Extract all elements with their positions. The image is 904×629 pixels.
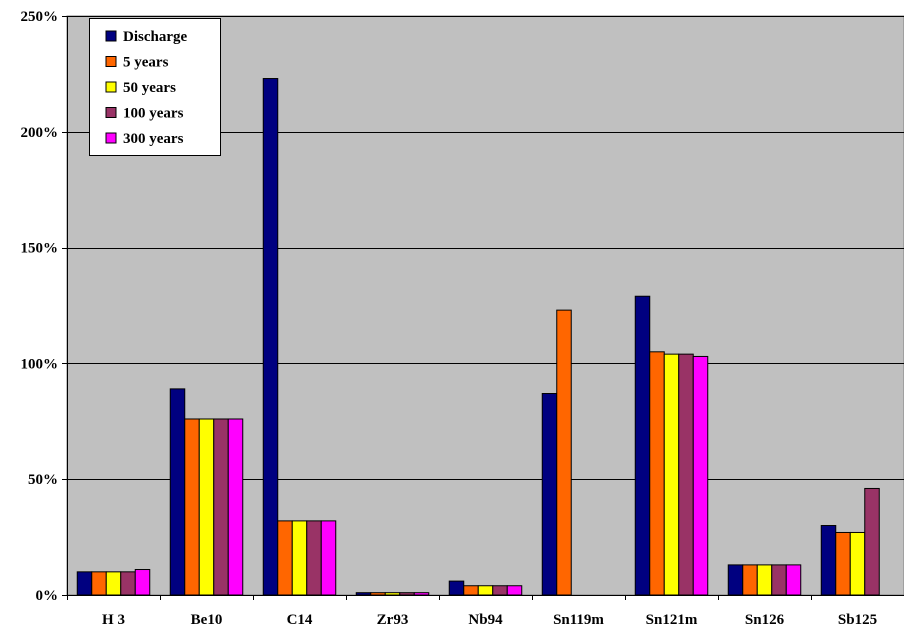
y-tick-labels: 0% 50% 100% 150% 200% 250% — [21, 9, 59, 604]
x-tick-label: Sb125 — [838, 612, 877, 628]
x-tick-label: Sn121m — [646, 612, 698, 628]
bar-zr93-300-years — [413, 592, 430, 596]
bar-c14-discharge — [262, 78, 279, 596]
x-tick-label: Sn119m — [553, 612, 604, 628]
bar-be10-5-years — [184, 418, 200, 596]
bar-h3-discharge — [76, 571, 93, 596]
bar-c14-50-years — [291, 520, 308, 596]
y-tick-label: 0% — [36, 588, 59, 604]
legend-swatch — [105, 56, 117, 67]
bar-sn119m-discharge — [541, 393, 558, 596]
bar-sn121m-100-years — [678, 353, 694, 596]
legend-label: 5 years — [123, 55, 169, 71]
x-tick-label: H 3 — [102, 612, 125, 628]
bar-sn126-50-years — [756, 564, 773, 596]
legend-swatch — [105, 107, 117, 118]
x-tick-label: Zr93 — [377, 612, 409, 628]
legend: Discharge 5 years 50 years 100 years 300 yea… — [89, 18, 221, 156]
bar-h3-300-years — [134, 569, 151, 596]
bar-zr93-discharge — [355, 592, 372, 596]
bar-sb125-100-years — [864, 487, 880, 596]
legend-label: 300 years — [123, 131, 184, 147]
y-tick-label: 200% — [21, 125, 59, 141]
x-tick-label: C14 — [287, 612, 313, 628]
bar-sn121m-5-years — [649, 351, 665, 596]
bar-nb94-50-years — [477, 585, 494, 596]
bar-be10-discharge — [169, 388, 186, 596]
bar-sn121m-discharge — [634, 295, 651, 596]
bar-zr93-50-years — [384, 592, 401, 596]
y-tick-label: 150% — [21, 241, 59, 257]
y-tick-label: 250% — [21, 9, 59, 25]
bar-be10-100-years — [213, 418, 229, 596]
x-tick-label: Sn126 — [745, 612, 785, 628]
legend-swatch — [105, 81, 117, 93]
bar-zr93-5-years — [370, 592, 386, 596]
legend-label: 100 years — [123, 106, 184, 122]
bar-sn121m-300-years — [692, 355, 709, 596]
bar-sn126-300-years — [785, 564, 802, 596]
bar-sn126-100-years — [771, 564, 787, 596]
legend-swatch — [105, 132, 117, 144]
x-tick-label: Be10 — [191, 612, 223, 628]
bar-c14-5-years — [277, 520, 293, 596]
bars — [76, 78, 880, 596]
legend-swatch — [105, 30, 117, 42]
bar-c14-300-years — [320, 520, 337, 596]
bar-sb125-discharge — [820, 525, 837, 596]
bar-nb94-300-years — [506, 585, 523, 596]
bar-sn119m-5-years — [556, 309, 572, 596]
bar-nb94-5-years — [463, 585, 479, 596]
bar-be10-50-years — [198, 418, 215, 596]
y-tick-label: 50% — [28, 472, 58, 488]
y-tick-label: 100% — [21, 356, 59, 372]
bar-c14-100-years — [306, 520, 322, 596]
bar-be10-300-years — [227, 418, 244, 596]
bar-zr93-100-years — [399, 592, 415, 596]
legend-label: 50 years — [123, 80, 176, 96]
bar-sn121m-50-years — [663, 353, 680, 596]
axes — [62, 16, 904, 600]
bar-nb94-discharge — [448, 580, 465, 596]
legend-label: Discharge — [123, 29, 187, 45]
bar-nb94-100-years — [492, 585, 508, 596]
bar-h3-5-years — [91, 571, 107, 596]
x-tick-label: Nb94 — [468, 612, 503, 628]
bar-h3-50-years — [105, 571, 122, 596]
bar-h3-100-years — [120, 571, 136, 596]
bar-sb125-50-years — [849, 531, 866, 596]
bar-sn126-5-years — [742, 564, 758, 596]
x-tick-labels: H 3 Be10 C14 Zr93 Nb94 Sn119m Sn121m Sn126 Sb125 — [102, 612, 877, 628]
bar-sb125-5-years — [835, 531, 851, 596]
bar-sn126-discharge — [727, 564, 744, 596]
